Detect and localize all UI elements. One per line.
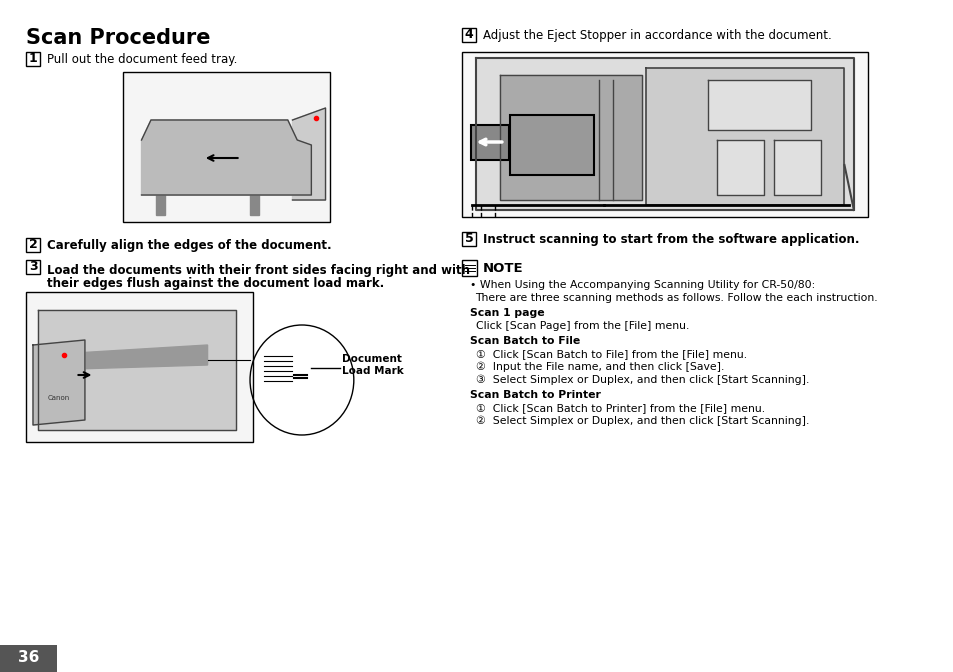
Text: ①  Click [Scan Batch to File] from the [File] menu.: ① Click [Scan Batch to File] from the [F… — [475, 349, 746, 359]
Text: Adjust the Eject Stopper in accordance with the document.: Adjust the Eject Stopper in accordance w… — [482, 28, 831, 42]
Polygon shape — [33, 340, 85, 425]
Polygon shape — [717, 140, 763, 195]
Text: Load the documents with their front sides facing right and with: Load the documents with their front side… — [47, 264, 470, 277]
Text: Scan Batch to Printer: Scan Batch to Printer — [470, 390, 600, 400]
Polygon shape — [707, 80, 811, 130]
Polygon shape — [293, 108, 325, 200]
Text: Carefully align the edges of the document.: Carefully align the edges of the documen… — [47, 239, 332, 251]
Text: 36: 36 — [17, 650, 39, 665]
Text: 5: 5 — [464, 233, 473, 245]
Polygon shape — [141, 120, 311, 195]
Text: 1: 1 — [29, 52, 37, 65]
Text: ②  Input the File name, and then click [Save].: ② Input the File name, and then click [S… — [475, 362, 723, 372]
Polygon shape — [43, 345, 208, 370]
Bar — [123, 72, 330, 222]
Text: • When Using the Accompanying Scanning Utility for CR-50/80:: • When Using the Accompanying Scanning U… — [470, 280, 814, 290]
FancyBboxPatch shape — [462, 28, 475, 42]
Text: Scan 1 page: Scan 1 page — [470, 308, 544, 318]
FancyBboxPatch shape — [27, 260, 40, 274]
Text: 3: 3 — [29, 261, 37, 274]
Text: Instruct scanning to start from the software application.: Instruct scanning to start from the soft… — [482, 233, 859, 245]
Text: Canon: Canon — [47, 395, 70, 401]
Text: Scan Procedure: Scan Procedure — [27, 28, 211, 48]
Polygon shape — [38, 310, 235, 430]
Text: Document
Load Mark: Document Load Mark — [341, 354, 403, 376]
Polygon shape — [773, 140, 820, 195]
Text: ①  Click [Scan Batch to Printer] from the [File] menu.: ① Click [Scan Batch to Printer] from the… — [475, 403, 764, 413]
Text: NOTE: NOTE — [482, 261, 523, 274]
Text: ②  Select Simplex or Duplex, and then click [Start Scanning].: ② Select Simplex or Duplex, and then cli… — [475, 416, 808, 426]
Polygon shape — [476, 58, 853, 210]
Text: Scan Batch to File: Scan Batch to File — [470, 336, 579, 346]
Text: their edges flush against the document load mark.: their edges flush against the document l… — [47, 277, 384, 290]
Text: Pull out the document feed tray.: Pull out the document feed tray. — [47, 52, 237, 65]
Text: ③  Select Simplex or Duplex, and then click [Start Scanning].: ③ Select Simplex or Duplex, and then cli… — [475, 375, 808, 385]
Bar — [462, 52, 867, 217]
FancyBboxPatch shape — [462, 260, 476, 276]
Text: There are three scanning methods as follows. Follow the each instruction.: There are three scanning methods as foll… — [475, 293, 878, 303]
Polygon shape — [250, 195, 259, 215]
FancyBboxPatch shape — [27, 238, 40, 252]
Polygon shape — [645, 68, 843, 205]
Bar — [471, 125, 508, 160]
Polygon shape — [155, 195, 165, 215]
Bar — [0, 645, 56, 672]
FancyBboxPatch shape — [27, 52, 40, 66]
FancyBboxPatch shape — [462, 232, 475, 246]
Text: 2: 2 — [29, 239, 37, 251]
Text: 4: 4 — [464, 28, 473, 42]
Polygon shape — [499, 75, 641, 200]
Bar — [27, 292, 253, 442]
Bar — [509, 115, 594, 175]
Text: Click [Scan Page] from the [File] menu.: Click [Scan Page] from the [File] menu. — [475, 321, 688, 331]
